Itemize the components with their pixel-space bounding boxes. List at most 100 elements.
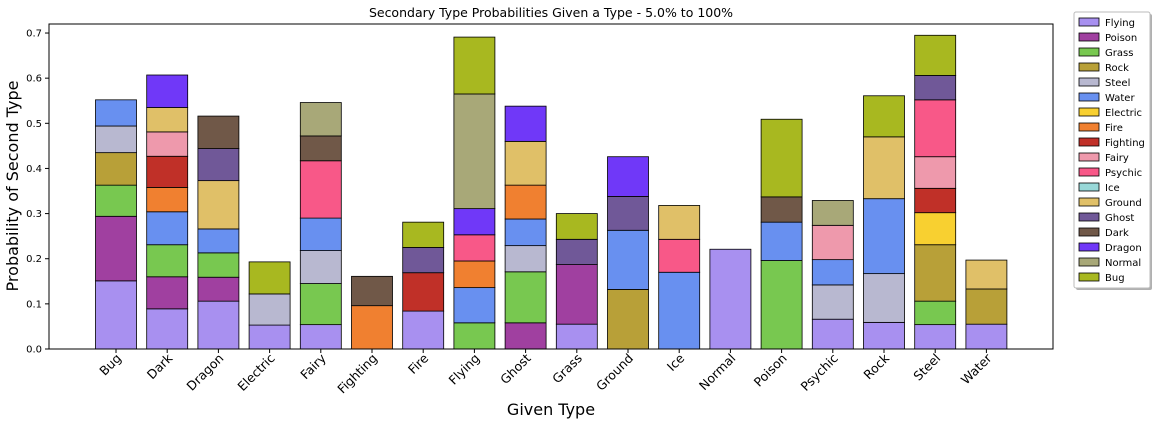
y-tick-label: 0.2	[26, 254, 42, 265]
bars-group	[95, 34, 1008, 350]
bar-segment	[248, 261, 291, 295]
bar-segment	[197, 115, 240, 149]
bar-segment	[146, 276, 189, 310]
bar-segment	[504, 245, 547, 273]
bar-segment	[299, 217, 342, 252]
x-tick-label: Ghost	[497, 350, 534, 387]
bar-segment	[914, 156, 957, 189]
y-tick-label: 0.6	[26, 74, 42, 85]
bar-segment	[607, 156, 649, 197]
bar-segment	[95, 280, 137, 350]
bar-segment	[146, 211, 189, 246]
bar-segment	[863, 273, 905, 323]
bar-segment	[607, 229, 649, 290]
bar-segment	[965, 259, 1008, 290]
legend-label: Bug	[1105, 273, 1125, 284]
bar-segment	[197, 228, 240, 254]
bar-segment	[402, 247, 445, 274]
x-tick-label: Water	[958, 350, 995, 387]
bar-segment	[914, 244, 957, 302]
legend-swatch	[1078, 152, 1100, 162]
bar-segment	[914, 187, 957, 214]
bar-segment	[453, 36, 496, 95]
bar-segment	[965, 323, 1008, 350]
bar-segment	[811, 284, 854, 320]
bar-segment	[914, 34, 957, 76]
y-tick-label: 0.5	[26, 119, 42, 130]
bar-segment	[299, 324, 342, 350]
legend-label: Ground	[1105, 198, 1142, 209]
bar-segment	[351, 275, 393, 307]
bar-segment	[760, 221, 803, 261]
bar-segment	[402, 310, 445, 350]
legend-label: Ghost	[1105, 213, 1134, 224]
bar-segment	[453, 208, 496, 236]
y-tick-label: 0.0	[26, 345, 42, 356]
bar-segment	[504, 105, 547, 142]
legend-label: Grass	[1105, 48, 1133, 59]
bar-segment	[453, 93, 496, 210]
y-tick-label: 0.7	[26, 29, 42, 40]
bar-segment	[197, 252, 240, 278]
legend-swatch	[1078, 122, 1100, 132]
x-tick-label: Fighting	[334, 351, 380, 397]
bar-segment	[709, 248, 752, 350]
bar-segment	[914, 300, 957, 326]
x-tick-label: Grass	[549, 351, 585, 387]
bar-segment	[760, 196, 803, 223]
bar-segment	[453, 260, 496, 289]
bar-segment	[146, 74, 189, 108]
x-tick-label: Flying	[445, 351, 482, 388]
x-tick-label: Ground	[593, 351, 636, 394]
legend-swatch	[1078, 92, 1100, 102]
legend-label: Dragon	[1105, 243, 1142, 254]
bar-segment	[453, 287, 496, 324]
bar-segment	[555, 238, 598, 265]
x-axis: Bug Dark Dragon Electric Fairy Fighting Fire Fl…	[96, 349, 995, 396]
bar-segment	[146, 186, 189, 213]
legend-label: Steel	[1105, 78, 1130, 89]
bar-segment	[197, 276, 240, 302]
bar-segment	[146, 244, 189, 278]
bar-segment	[95, 152, 137, 186]
bar-segment	[607, 196, 649, 231]
legend-label: Normal	[1105, 258, 1141, 269]
bar-segment	[402, 221, 445, 248]
bar-segment	[504, 184, 547, 220]
bar-segment	[555, 323, 598, 350]
x-tick-label: Dark	[144, 350, 176, 382]
bar-segment	[351, 305, 393, 350]
legend-swatch	[1078, 197, 1100, 207]
y-tick-label: 0.3	[26, 209, 42, 220]
bar-segment	[299, 102, 342, 137]
x-tick-label: Psychic	[798, 350, 841, 393]
bar-segment	[914, 212, 957, 246]
bar-segment	[658, 271, 701, 350]
legend-swatch	[1078, 77, 1100, 87]
bar-segment	[607, 289, 649, 350]
bar-segment	[914, 324, 957, 350]
bar-segment	[197, 148, 240, 182]
x-tick-label: Bug	[96, 351, 124, 379]
legend-label: Flying	[1105, 18, 1135, 29]
legend-label: Electric	[1105, 108, 1142, 119]
bar-segment	[299, 283, 342, 326]
x-tick-label: Ice	[664, 350, 688, 374]
bar-segment	[811, 224, 854, 261]
bar-segment	[453, 322, 496, 350]
bar-segment	[811, 318, 854, 350]
bar-segment	[299, 160, 342, 219]
bar-segment	[658, 238, 701, 273]
y-tick-label: 0.4	[26, 164, 42, 175]
legend-swatch	[1078, 17, 1100, 27]
bar-segment	[811, 259, 854, 286]
y-axis-label: Probability of Second Type	[3, 81, 22, 292]
legend-label: Rock	[1105, 63, 1129, 74]
bar-segment	[95, 99, 137, 127]
x-tick-label: Fire	[405, 350, 432, 377]
bar-segment	[504, 218, 547, 247]
legend-swatch	[1078, 212, 1100, 222]
bar-segment	[95, 125, 137, 154]
bar-segment	[299, 250, 342, 284]
